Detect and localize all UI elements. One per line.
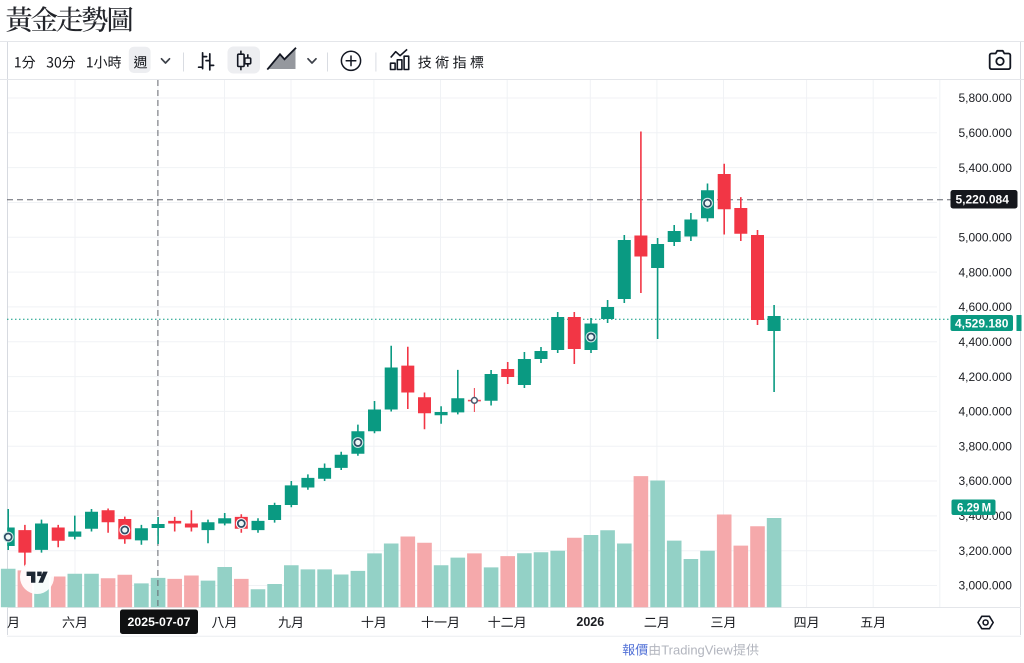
svg-text:2025-07-07: 2025-07-07	[128, 615, 191, 629]
svg-text:3,200.000: 3,200.000	[959, 544, 1013, 558]
svg-text:5,600.000: 5,600.000	[959, 126, 1013, 140]
svg-text:4,529.180: 4,529.180	[955, 316, 1009, 330]
svg-text:2026: 2026	[576, 615, 604, 629]
svg-text:6.29 M: 6.29 M	[957, 503, 991, 515]
svg-text:3,600.000: 3,600.000	[959, 474, 1013, 488]
svg-text:3,000.000: 3,000.000	[959, 579, 1013, 593]
svg-text:5,220.084: 5,220.084	[956, 193, 1010, 207]
svg-text:TradingView: TradingView	[661, 643, 733, 658]
svg-text:4,600.000: 4,600.000	[959, 300, 1013, 314]
svg-text:5,800.000: 5,800.000	[959, 91, 1013, 105]
svg-text:4,200.000: 4,200.000	[959, 370, 1013, 384]
svg-text:4,800.000: 4,800.000	[959, 265, 1013, 279]
svg-text:5,400.000: 5,400.000	[959, 161, 1013, 175]
svg-text:3,800.000: 3,800.000	[959, 439, 1013, 453]
svg-text:5,000.000: 5,000.000	[959, 231, 1013, 245]
svg-text:4,000.000: 4,000.000	[959, 405, 1013, 419]
svg-text:4,400.000: 4,400.000	[959, 335, 1013, 349]
